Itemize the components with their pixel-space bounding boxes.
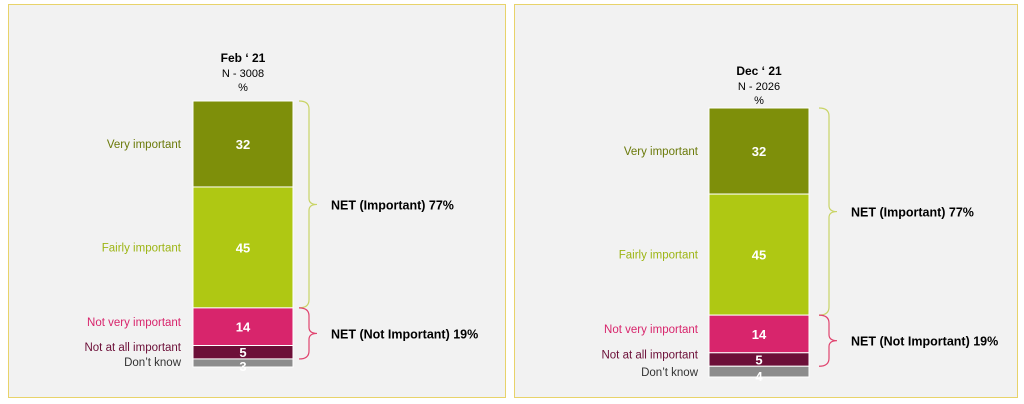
data-label-not-very-important: 14	[752, 327, 767, 342]
data-label-dont-know: 4	[755, 369, 763, 384]
category-label-not-at-all-important: Not at all important	[601, 350, 698, 362]
category-label-dont-know: Don’t know	[641, 367, 699, 379]
category-label-not-very-important: Not very important	[87, 317, 182, 329]
bar-segment-dont-know	[192, 358, 294, 368]
net-label: NET (Not Important) 19%	[331, 327, 478, 341]
data-label-dont-know: 3	[239, 359, 246, 374]
bar-segment-very-important	[192, 100, 294, 188]
data-label-fairly-important: 45	[236, 240, 250, 255]
category-label-very-important: Very important	[624, 146, 699, 158]
net-bracket	[818, 107, 838, 316]
chart-header-unit: %	[754, 95, 764, 107]
bar-segment-dont-know	[708, 365, 810, 378]
chart-header-period: Dec ‘ 21	[736, 64, 782, 78]
data-label-not-very-important: 14	[236, 320, 251, 335]
category-label-very-important: Very important	[107, 139, 182, 151]
chart-header-sample: N - 2026	[738, 81, 780, 93]
data-label-fairly-important: 45	[752, 248, 766, 263]
net-bracket	[298, 307, 318, 360]
chart-header-unit: %	[238, 82, 248, 94]
stacked-bar-chart: Feb ‘ 21 N - 3008% 32 45 14 53 Very important F…	[84, 51, 478, 374]
net-label: NET (Important) 77%	[331, 198, 454, 212]
data-label-very-important: 32	[752, 144, 766, 159]
bar-segment-fairly-important	[192, 186, 294, 309]
chart-header-period: Feb ‘ 21	[221, 51, 266, 65]
net-bracket	[298, 100, 318, 309]
chart-panel-dec-21: Dec ‘ 21 N - 2026% 32 45 14 5 4 Very important F…	[514, 4, 1018, 398]
net-label: NET (Not Important) 19%	[851, 335, 998, 349]
category-label-not-at-all-important: Not at all important	[84, 342, 181, 354]
data-label-not-at-all-important: 5	[755, 353, 762, 368]
category-label-not-very-important: Not very important	[604, 324, 699, 336]
category-label-fairly-important: Fairly important	[102, 242, 182, 254]
category-label-dont-know: Don’t know	[124, 357, 182, 369]
stacked-bar-chart: Dec ‘ 21 N - 2026% 32 45 14 54 Very important F…	[601, 64, 998, 384]
net-bracket	[818, 314, 838, 367]
data-label-not-at-all-important: 5	[239, 345, 246, 360]
bar-segment-not-very-important	[192, 307, 294, 347]
chart-header-sample: N - 3008	[222, 68, 264, 80]
category-label-fairly-important: Fairly important	[619, 250, 699, 262]
net-label: NET (Important) 77%	[851, 206, 974, 220]
chart-panel-feb-21: Feb ‘ 21 N - 3008% 32 45 14 5 3 Very important F…	[8, 4, 506, 398]
data-label-very-important: 32	[236, 137, 250, 152]
